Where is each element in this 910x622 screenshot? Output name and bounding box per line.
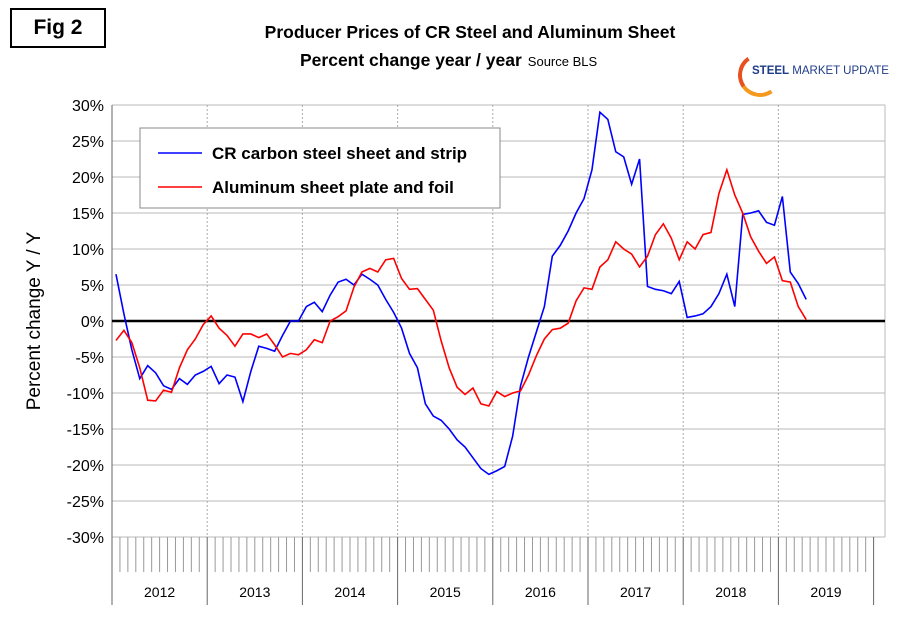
legend-box: [139, 127, 501, 209]
figure-label: Fig 2: [10, 8, 106, 48]
legend-label: CR carbon steel sheet and strip: [212, 144, 467, 163]
y-tick-label: 30%: [72, 98, 104, 115]
series-line-steel: [115, 110, 807, 476]
logo-rest: MARKET UPDATE: [792, 65, 889, 77]
y-tick-label: -5%: [76, 350, 104, 367]
y-tick-label: 25%: [72, 134, 104, 151]
steel-market-update-logo: STEEL MARKET UPDATE: [734, 49, 889, 101]
x-tick-label: 2018: [715, 584, 746, 600]
source-note: Source BLS: [527, 54, 598, 69]
logo-bold: STEEL: [752, 65, 790, 77]
x-tick-label: 2013: [239, 584, 270, 600]
x-tick-label: 2015: [430, 584, 461, 600]
y-tick-label: -20%: [67, 458, 104, 475]
x-tick-label: 2012: [144, 584, 175, 600]
x-tick-label: 2019: [810, 584, 841, 600]
y-tick-label: 10%: [72, 242, 104, 259]
x-tick-label: 2014: [334, 584, 365, 600]
series-line-aluminum: [115, 167, 807, 407]
legend-label: Aluminum sheet plate and foil: [212, 178, 454, 197]
y-tick-label: -30%: [67, 530, 104, 547]
y-tick-label: 20%: [72, 170, 104, 187]
x-tick-label: 2017: [620, 584, 651, 600]
chart-subtitle: Percent change year / year Source BLS: [300, 50, 597, 71]
y-tick-label: 15%: [72, 206, 104, 223]
y-tick-label: -25%: [67, 494, 104, 511]
y-tick-label: 5%: [81, 278, 104, 295]
y-tick-label: -15%: [67, 422, 104, 439]
y-tick-label: -10%: [67, 386, 104, 403]
x-tick-label: 2016: [525, 584, 556, 600]
chart-title: Producer Prices of CR Steel and Aluminum…: [264, 22, 676, 42]
y-tick-label: 0%: [81, 314, 104, 331]
subtitle-text: Percent change year / year: [300, 50, 522, 70]
